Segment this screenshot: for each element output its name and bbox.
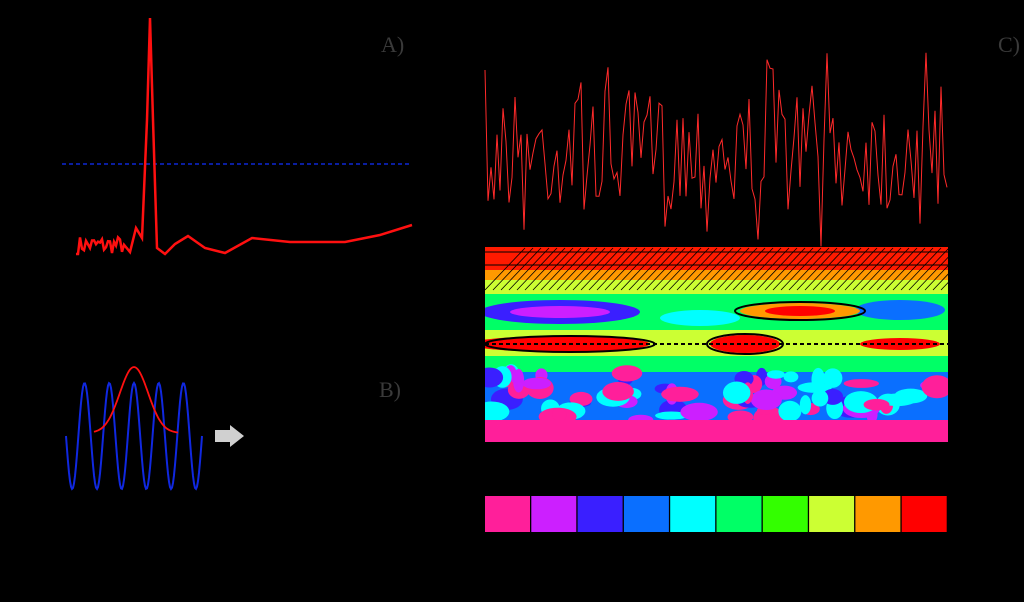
time-series bbox=[484, 52, 948, 247]
panel-label: B) bbox=[379, 377, 401, 402]
spectrum-line bbox=[75, 17, 413, 256]
colorbar-swatch bbox=[577, 496, 623, 532]
panel-label: A) bbox=[381, 32, 404, 57]
colorbar-swatch bbox=[716, 496, 762, 532]
wavelet-sine bbox=[65, 381, 203, 491]
colorbar-swatch bbox=[901, 496, 947, 532]
wavelet-envelope bbox=[93, 366, 179, 434]
colorbar-swatch bbox=[855, 496, 901, 532]
arrow bbox=[215, 425, 244, 447]
colorbar-swatch bbox=[623, 496, 669, 532]
panel-label: C) bbox=[998, 32, 1020, 57]
colorbar-swatch bbox=[670, 496, 716, 532]
colorbar-swatch bbox=[762, 496, 808, 532]
colorbar-swatch bbox=[809, 496, 855, 532]
colorbar-swatch bbox=[531, 496, 577, 532]
wavelet-spectrum bbox=[485, 247, 948, 442]
colorbar bbox=[485, 496, 947, 532]
colorbar-swatch bbox=[485, 496, 530, 532]
